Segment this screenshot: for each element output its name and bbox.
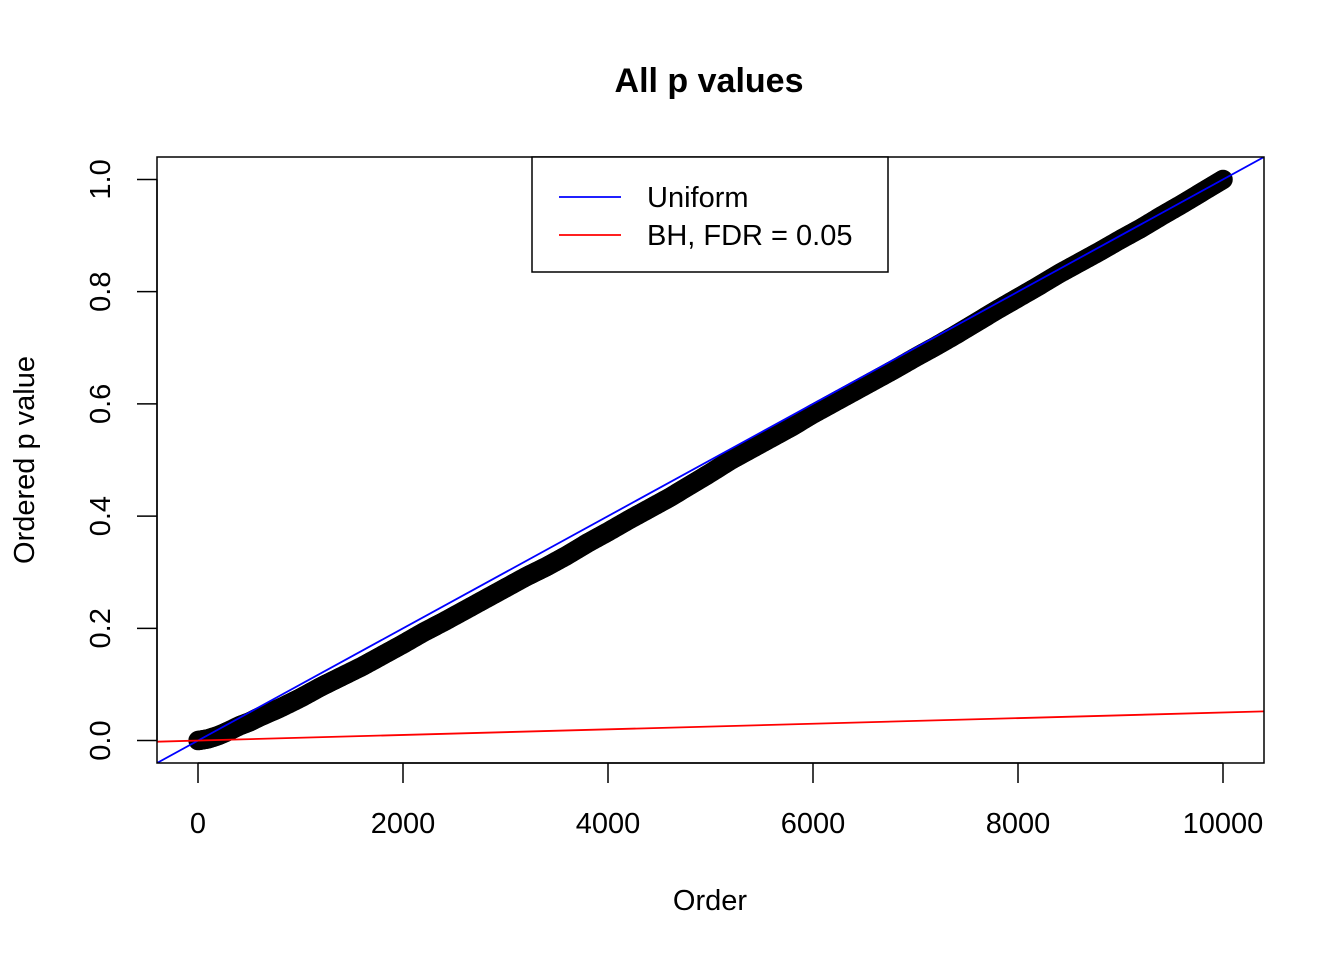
points-layer: [188, 169, 1233, 751]
y-axis-label: Ordered p value: [9, 356, 41, 564]
y-tick-label: 0.4: [85, 496, 117, 536]
y-tick-label: 0.6: [85, 384, 117, 424]
legend: Uniform BH, FDR = 0.05: [531, 156, 889, 273]
x-tick-label: 8000: [986, 808, 1051, 840]
x-tick-label: 0: [190, 808, 206, 840]
x-axis: 0 2000 4000 6000 8000 10000: [190, 762, 1264, 840]
x-axis-label: Order: [673, 885, 747, 917]
y-tick-label: 1.0: [85, 159, 117, 199]
y-tick-label: 0.0: [85, 720, 117, 760]
bh-line: [157, 710, 1264, 743]
y-tick-label: 0.8: [85, 272, 117, 312]
legend-uniform-label: Uniform: [647, 182, 749, 214]
x-tick-label: 4000: [576, 808, 641, 840]
x-tick-label: 10000: [1183, 808, 1264, 840]
chart-title: All p values: [615, 62, 804, 100]
legend-box: [531, 156, 889, 273]
x-tick-label: 2000: [371, 808, 436, 840]
data-point: [1213, 169, 1233, 190]
uniform-line: [157, 157, 1264, 763]
x-tick-label: 6000: [781, 808, 846, 840]
legend-bh-label: BH, FDR = 0.05: [647, 220, 853, 252]
y-tick-label: 0.2: [85, 608, 117, 648]
y-axis: 0.0 0.2 0.4 0.6 0.8 1.0: [85, 159, 158, 761]
